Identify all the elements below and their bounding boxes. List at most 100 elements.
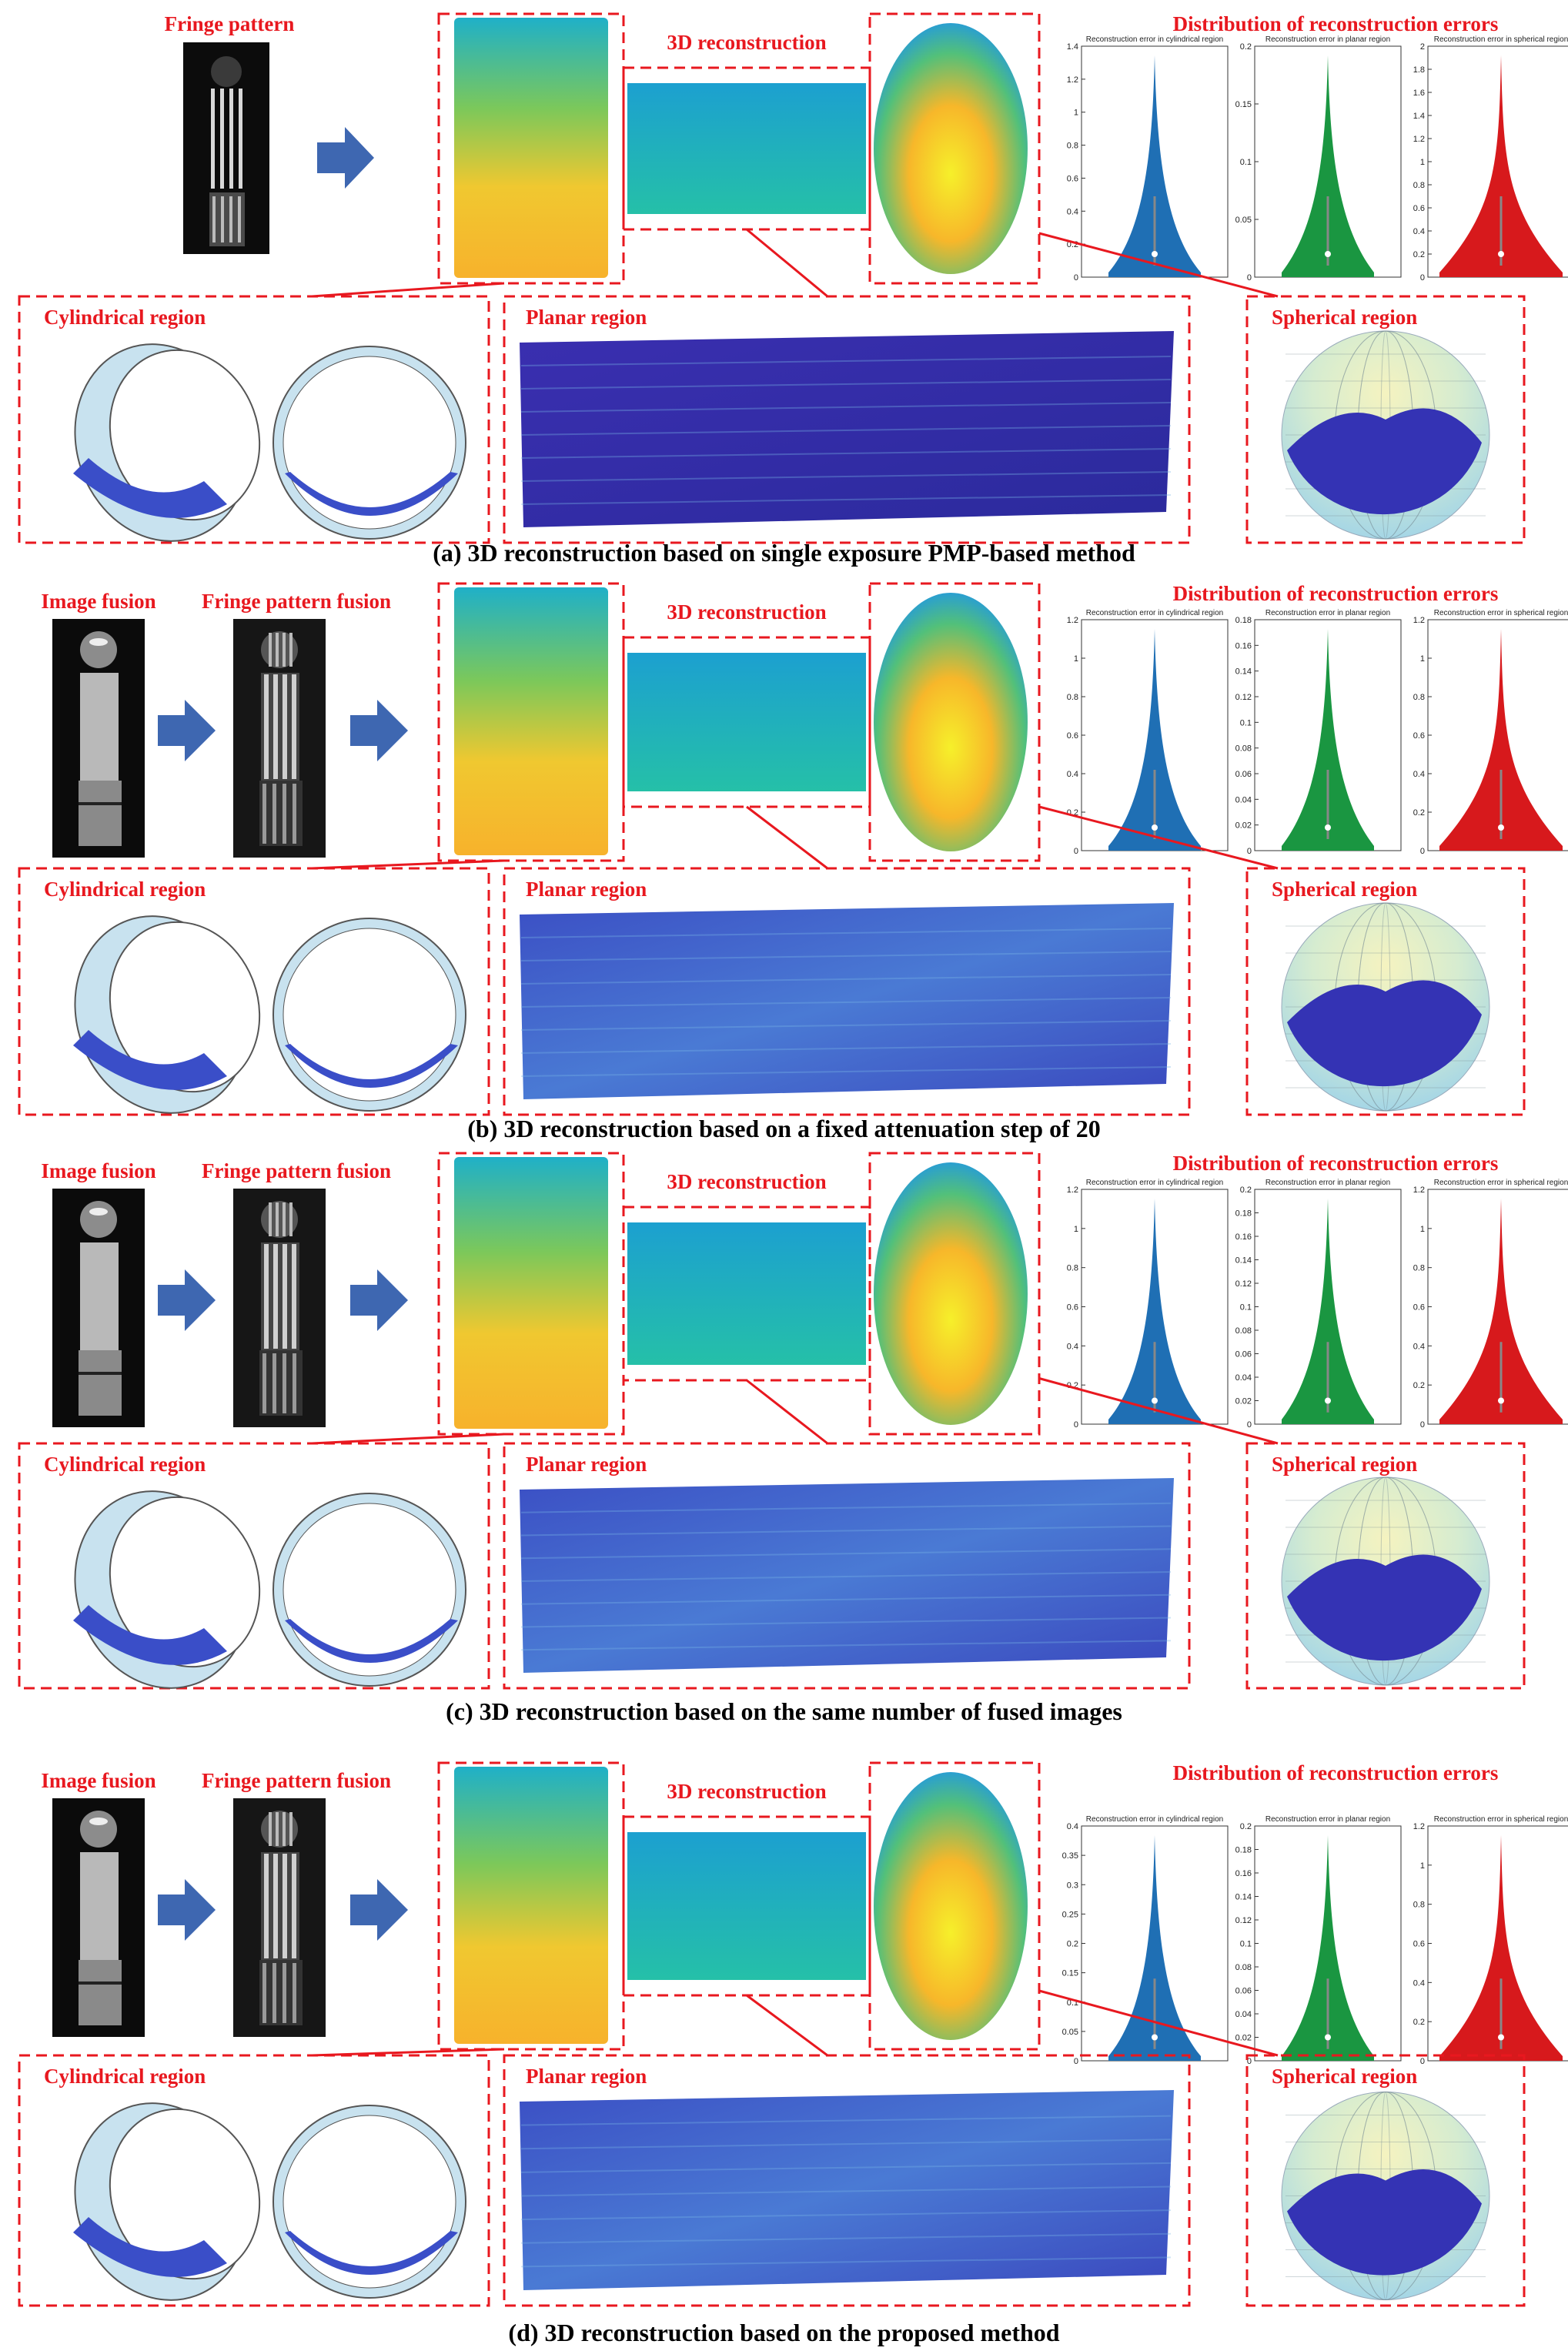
violin-sph — [1439, 629, 1563, 851]
violin-tick: 0.14 — [1235, 1256, 1252, 1266]
violin-tick: 1 — [1420, 654, 1425, 664]
violin-title-plan: Reconstruction error in planar region — [1265, 1815, 1390, 1824]
violin-tick: 1 — [1420, 1861, 1425, 1871]
violin-tick: 0 — [1074, 1420, 1078, 1430]
violin-tick: 0.1 — [1240, 1303, 1252, 1313]
violin-tick: 1.4 — [1067, 42, 1078, 52]
violin-tick: 0.4 — [1067, 207, 1078, 216]
violin-title-plan: Reconstruction error in planar region — [1265, 1179, 1390, 1187]
violin-tick: 0.4 — [1067, 770, 1078, 779]
violin-cyl — [1108, 629, 1201, 851]
violin-sph — [1439, 55, 1563, 277]
violin-tick: 0 — [1420, 1420, 1425, 1430]
violin-tick: 0.8 — [1067, 142, 1078, 151]
violin-tick: 0.4 — [1413, 1342, 1425, 1351]
panel-b: Reconstruction error in cylindrical regi… — [0, 570, 1568, 1142]
violin-tick: 0.08 — [1235, 744, 1252, 754]
planar-label: Planar region — [526, 878, 647, 901]
cylindrical-label: Cylindrical region — [44, 878, 206, 901]
violin-tick: 0 — [1247, 1420, 1252, 1430]
spherical-label: Spherical region — [1272, 2065, 1418, 2088]
violin-tick: 0.2 — [1413, 808, 1425, 818]
violin-title-cyl: Reconstruction error in cylindrical regi… — [1086, 609, 1223, 617]
violin-tick: 0.14 — [1235, 667, 1252, 677]
violin-tick: 1.8 — [1413, 65, 1425, 75]
violin-tick: 0.15 — [1235, 100, 1252, 109]
violin-tick: 0 — [1074, 273, 1078, 283]
violin-title-cyl: Reconstruction error in cylindrical regi… — [1086, 1815, 1223, 1824]
violin-tick: 0.04 — [1235, 795, 1252, 804]
violin-tick: 0.6 — [1413, 204, 1425, 213]
violin-tick: 0.4 — [1067, 1822, 1078, 1831]
violin-tick: 1.6 — [1413, 89, 1425, 98]
reconstruction-label: 3D reconstruction — [667, 600, 827, 624]
panel-c-graphics: Reconstruction error in cylindrical regi… — [18, 1152, 1568, 1690]
violin-tick: 0.8 — [1067, 693, 1078, 702]
violin-tick: 0.06 — [1235, 1987, 1252, 1996]
violin-tick: 0.8 — [1413, 1264, 1425, 1273]
violin-tick: 0.12 — [1235, 1279, 1252, 1289]
reconstruction-label: 3D reconstruction — [667, 1170, 827, 1193]
distribution-label: Distribution of reconstruction errors — [1172, 1761, 1499, 1784]
spherical-label: Spherical region — [1272, 306, 1418, 329]
violin-tick: 0 — [1074, 847, 1078, 856]
violin-tick: 0.25 — [1062, 1910, 1078, 1919]
cylindrical-label: Cylindrical region — [44, 2065, 206, 2088]
violin-tick: 1 — [1074, 1225, 1078, 1234]
violin-tick: 0.06 — [1235, 770, 1252, 779]
fringe-pattern-fusion-label: Fringe pattern fusion — [202, 590, 391, 613]
violin-tick: 1.2 — [1413, 616, 1425, 625]
violin-tick: 0.8 — [1413, 1901, 1425, 1910]
violin-tick: 0.6 — [1413, 1303, 1425, 1313]
violin-tick: 0.18 — [1235, 616, 1252, 625]
violin-plan — [1282, 1199, 1374, 1424]
violin-tick: 0 — [1247, 273, 1252, 283]
violin-plan — [1282, 1835, 1374, 2061]
violin-title-plan: Reconstruction error in planar region — [1265, 35, 1390, 44]
violin-tick: 0.05 — [1235, 216, 1252, 225]
fused-fringe-image — [233, 619, 326, 858]
panel-d: Reconstruction error in cylindrical regi… — [0, 1724, 1568, 2351]
violin-tick: 0 — [1420, 847, 1425, 856]
violin-tick: 0.14 — [1235, 1893, 1252, 1902]
fused-fringe-image — [233, 1189, 326, 1427]
violin-tick: 0.2 — [1413, 250, 1425, 259]
image-fusion-label: Image fusion — [41, 1769, 156, 1792]
violin-tick: 1.2 — [1413, 135, 1425, 144]
violin-title-sph: Reconstruction error in spherical region — [1434, 609, 1568, 617]
violin-tick: 0.6 — [1413, 731, 1425, 741]
violin-tick: 0.05 — [1062, 2028, 1078, 2037]
violin-tick: 0.2 — [1067, 1940, 1078, 1949]
violin-tick: 0.16 — [1235, 1232, 1252, 1242]
violin-tick: 0.16 — [1235, 641, 1252, 650]
violin-tick: 1.2 — [1067, 616, 1078, 625]
violin-tick: 0.12 — [1235, 693, 1252, 702]
distribution-label: Distribution of reconstruction errors — [1172, 1152, 1499, 1175]
violin-tick: 0.04 — [1235, 2010, 1252, 2019]
panel-d-graphics: Reconstruction error in cylindrical regi… — [18, 1761, 1568, 2307]
distribution-label: Distribution of reconstruction errors — [1172, 582, 1499, 605]
violin-cyl — [1108, 1199, 1201, 1424]
violin-tick: 0.08 — [1235, 1326, 1252, 1336]
violin-tick: 0.02 — [1235, 2034, 1252, 2043]
violin-tick: 1.2 — [1413, 1186, 1425, 1195]
violin-tick: 1 — [1074, 654, 1078, 664]
reconstruction-label: 3D reconstruction — [667, 1780, 827, 1803]
violin-tick: 0.1 — [1240, 1940, 1252, 1949]
violin-tick: 0.16 — [1235, 1869, 1252, 1878]
violin-tick: 0.1 — [1240, 158, 1252, 167]
violin-title-sph: Reconstruction error in spherical region — [1434, 1179, 1568, 1187]
violin-title-cyl: Reconstruction error in cylindrical regi… — [1086, 1179, 1223, 1187]
violin-tick: 0.12 — [1235, 1916, 1252, 1925]
violin-tick: 0.02 — [1235, 1397, 1252, 1406]
violin-sph — [1439, 1835, 1563, 2061]
fused-fringe-image — [233, 1798, 326, 2037]
violin-tick: 0.8 — [1413, 693, 1425, 702]
fused-image — [52, 1798, 145, 2037]
fringe-pattern-fusion-label: Fringe pattern fusion — [202, 1159, 391, 1182]
violin-tick: 1 — [1074, 109, 1078, 118]
planar-label: Planar region — [526, 306, 647, 329]
violin-tick: 0.4 — [1067, 1342, 1078, 1351]
cylindrical-label: Cylindrical region — [44, 1453, 206, 1476]
violin-plan — [1282, 55, 1374, 277]
